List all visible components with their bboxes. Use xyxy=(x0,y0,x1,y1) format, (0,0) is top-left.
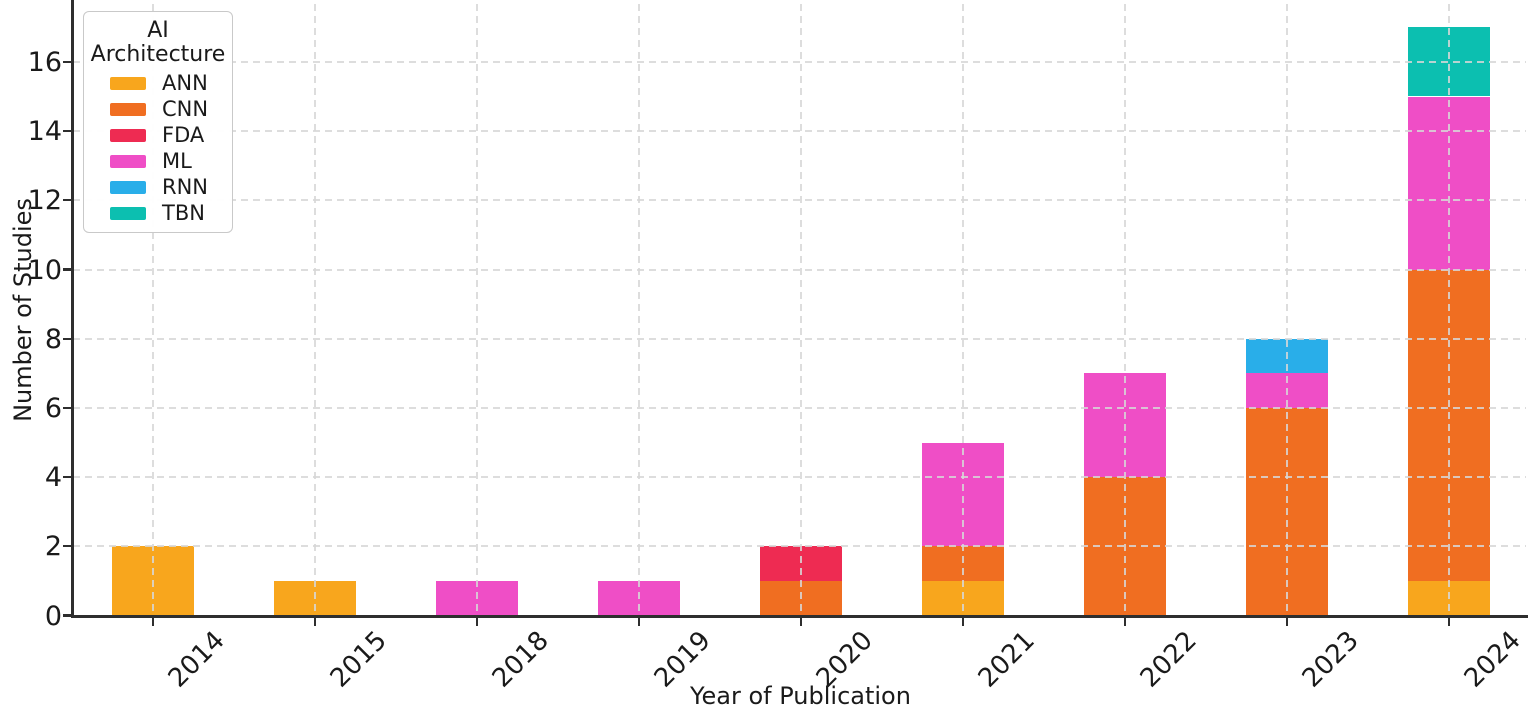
y-tick-label-12: 12 xyxy=(27,185,62,217)
h-gridline-6 xyxy=(73,406,1526,409)
v-gridline-2022 xyxy=(1124,4,1126,616)
v-gridline-2023 xyxy=(1286,4,1288,616)
y-axis-title: Number of Studies xyxy=(9,198,37,422)
v-gridline-2014 xyxy=(152,4,154,616)
legend-label-ML: ML xyxy=(162,149,192,174)
legend-swatch-TBN xyxy=(110,207,146,221)
legend-swatch-CNN xyxy=(110,103,146,117)
y-tick-12 xyxy=(63,199,71,202)
x-tick-2022 xyxy=(1123,617,1127,626)
legend-item-ML: ML xyxy=(84,149,232,174)
y-tick-14 xyxy=(63,130,71,133)
legend-swatch-ML xyxy=(110,155,146,169)
y-tick-2 xyxy=(63,545,71,548)
y-tick-label-10: 10 xyxy=(27,254,62,286)
y-tick-6 xyxy=(63,406,71,409)
v-gridline-2019 xyxy=(638,4,640,616)
legend-item-ANN: ANN xyxy=(84,71,232,96)
x-tick-2024 xyxy=(1447,617,1451,626)
h-gridline-16 xyxy=(73,60,1526,63)
y-tick-label-2: 2 xyxy=(44,531,62,563)
v-gridline-2020 xyxy=(800,4,802,616)
y-axis-line xyxy=(71,0,74,618)
legend-swatch-RNN xyxy=(110,181,146,195)
y-tick-16 xyxy=(63,60,71,63)
h-gridline-12 xyxy=(73,199,1526,202)
y-tick-10 xyxy=(63,268,71,271)
x-tick-2018 xyxy=(475,617,479,626)
legend-item-RNN: RNN xyxy=(84,175,232,200)
x-tick-2019 xyxy=(637,617,641,626)
legend-label-CNN: CNN xyxy=(162,97,209,122)
legend-label-RNN: RNN xyxy=(162,175,209,200)
v-gridline-2018 xyxy=(476,4,478,616)
h-gridline-14 xyxy=(73,130,1526,133)
legend-item-CNN: CNN xyxy=(84,97,232,122)
legend-label-FDA: FDA xyxy=(162,123,205,148)
legend-label-ANN: ANN xyxy=(162,71,208,96)
y-tick-label-6: 6 xyxy=(44,392,62,424)
x-axis-line xyxy=(71,615,1528,618)
legend: AI Architecture ANN CNN FDA ML RNN TBN xyxy=(83,11,233,234)
v-gridline-2015 xyxy=(314,4,316,616)
y-tick-label-14: 14 xyxy=(27,116,62,148)
y-tick-0 xyxy=(63,614,71,617)
y-tick-8 xyxy=(63,337,71,340)
v-gridline-2024 xyxy=(1448,4,1450,616)
y-tick-label-4: 4 xyxy=(44,462,62,494)
legend-swatch-FDA xyxy=(110,129,146,143)
legend-item-TBN: TBN xyxy=(84,201,232,226)
h-gridline-4 xyxy=(73,476,1526,479)
y-tick-4 xyxy=(63,476,71,479)
legend-title: AI Architecture xyxy=(90,18,226,68)
x-tick-2020 xyxy=(799,617,803,626)
y-tick-label-16: 16 xyxy=(27,46,62,78)
x-tick-2015 xyxy=(313,617,317,626)
v-gridline-2021 xyxy=(962,4,964,616)
x-axis-title: Year of Publication xyxy=(690,682,911,710)
x-tick-2014 xyxy=(151,617,155,626)
h-gridline-8 xyxy=(73,337,1526,340)
y-tick-label-8: 8 xyxy=(44,323,62,355)
x-tick-2021 xyxy=(961,617,965,626)
h-gridline-2 xyxy=(73,545,1526,548)
h-gridline-10 xyxy=(73,268,1526,271)
legend-items: ANN CNN FDA ML RNN TBN xyxy=(84,71,232,226)
legend-item-FDA: FDA xyxy=(84,123,232,148)
y-tick-label-0: 0 xyxy=(44,600,62,632)
legend-label-TBN: TBN xyxy=(162,201,205,226)
x-tick-2023 xyxy=(1285,617,1289,626)
legend-swatch-ANN xyxy=(110,77,146,91)
